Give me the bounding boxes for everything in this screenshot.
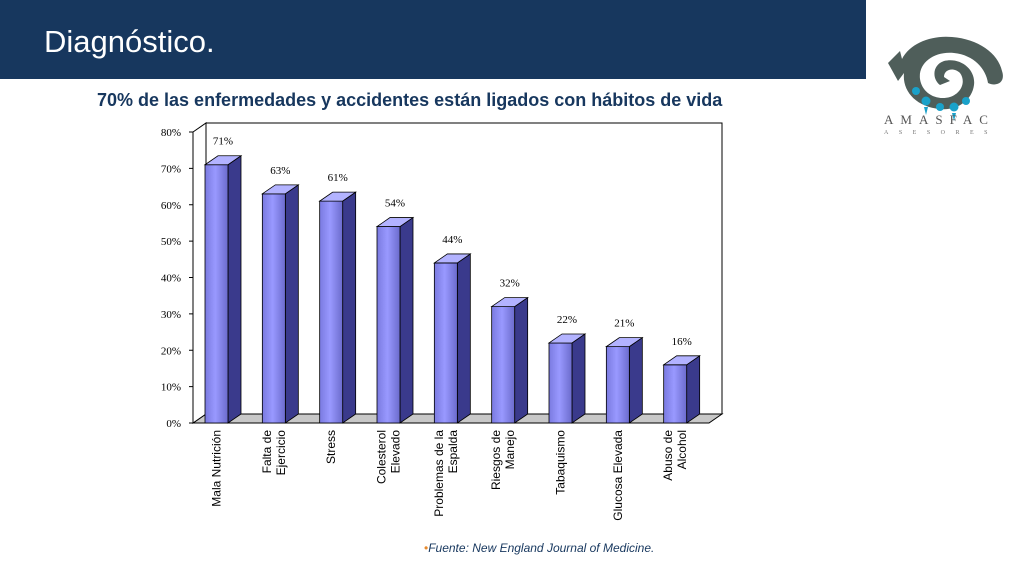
- data-label: 71%: [213, 136, 233, 148]
- bar: [548, 342, 573, 424]
- category-label-line: Problemas de la: [432, 430, 446, 517]
- category-label: Riesgos de Manejo: [489, 430, 517, 490]
- category-label-line: Glucosa Elevada: [611, 430, 625, 521]
- chart-side-wall: [192, 122, 207, 424]
- category-label: Problemas de la Espalda: [432, 430, 460, 517]
- bar-top: [433, 253, 472, 264]
- category-label-line: Alcohol: [675, 430, 689, 469]
- category-label-line: Colesterol: [375, 430, 389, 484]
- logo-drop: [962, 97, 970, 105]
- logo-subtitle: ASESORES: [884, 130, 999, 136]
- category-label-line: Falta de: [260, 430, 274, 474]
- bar-side: [227, 154, 242, 424]
- bar: [204, 164, 229, 424]
- category-label-line: Mala Nutrición: [210, 430, 224, 507]
- bar: [433, 262, 458, 424]
- data-label: 44%: [442, 234, 462, 246]
- bar-top: [203, 155, 243, 166]
- bar-side: [284, 184, 299, 424]
- y-tick-label: 60%: [161, 200, 181, 212]
- bar-side: [628, 336, 643, 424]
- bar-top: [261, 184, 300, 195]
- data-label: 61%: [328, 172, 348, 184]
- bar: [491, 306, 516, 424]
- bar: [319, 200, 344, 424]
- y-tick-label: 30%: [161, 309, 181, 321]
- bar: [376, 226, 401, 424]
- y-tick-label: 10%: [161, 382, 181, 394]
- source-text: Fuente: New England Journal of Medicine.: [428, 541, 655, 555]
- category-label: Mala Nutrición: [210, 430, 224, 507]
- logo-drop: [952, 113, 956, 121]
- category-label-line: Manejo: [503, 430, 517, 470]
- category-label: Glucosa Elevada: [611, 430, 625, 521]
- bar-top: [318, 191, 357, 202]
- source-note: •Fuente: New England Journal of Medicine…: [424, 541, 654, 555]
- bar-top: [662, 355, 701, 366]
- bar: [605, 346, 630, 424]
- y-tick-label: 0%: [166, 418, 181, 430]
- data-label: 16%: [672, 336, 692, 348]
- data-label: 22%: [557, 314, 577, 326]
- logo-drop: [949, 102, 959, 112]
- category-label: Colesterol Elevado: [375, 430, 403, 484]
- y-tick-label: 40%: [161, 273, 181, 285]
- logo-drop: [924, 107, 928, 115]
- category-label-line: Tabaquismo: [554, 430, 568, 495]
- bar-top: [490, 297, 529, 308]
- category-label-line: Espalda: [446, 430, 460, 474]
- category-label: Falta de Ejercicio: [260, 430, 288, 476]
- category-label: Stress: [324, 430, 338, 464]
- data-label: 54%: [385, 198, 405, 210]
- slide-title: Diagnóstico.: [44, 24, 215, 59]
- bar-side: [399, 216, 414, 424]
- y-tick-label: 50%: [161, 236, 181, 248]
- bar-side: [686, 355, 701, 424]
- bar-top: [375, 217, 415, 227]
- data-label: 63%: [270, 165, 290, 177]
- bar: [663, 364, 688, 424]
- data-label: 21%: [614, 318, 634, 330]
- y-tick-label: 70%: [161, 163, 181, 175]
- data-label: 32%: [500, 278, 520, 290]
- category-label-line: Elevado: [389, 430, 403, 474]
- logo-drop: [921, 96, 931, 106]
- category-label: Abuso de Alcohol: [661, 430, 689, 481]
- y-tick-label: 80%: [161, 127, 181, 139]
- header-band: [0, 0, 866, 79]
- bar: [261, 193, 286, 424]
- logo-drop: [936, 103, 944, 111]
- bar-side: [342, 191, 357, 424]
- category-label-line: Ejercicio: [274, 430, 288, 476]
- bar-side: [456, 253, 471, 424]
- category-label: Tabaquismo: [554, 430, 568, 495]
- logo-drop: [912, 87, 920, 95]
- category-label-line: Stress: [324, 430, 338, 464]
- chart-subtitle: 70% de las enfermedades y accidentes est…: [97, 90, 723, 110]
- bar-top: [547, 333, 587, 344]
- bar-top: [605, 337, 644, 348]
- logo-name: AMASFAC: [884, 112, 995, 127]
- amasfac-logo: [888, 36, 1003, 121]
- category-label-line: Abuso de: [661, 430, 675, 481]
- bar-side: [514, 296, 529, 424]
- bar-side: [571, 333, 586, 424]
- source-bullet: •: [424, 541, 429, 555]
- y-tick-label: 20%: [161, 345, 181, 357]
- category-label-line: Riesgos de: [489, 430, 503, 490]
